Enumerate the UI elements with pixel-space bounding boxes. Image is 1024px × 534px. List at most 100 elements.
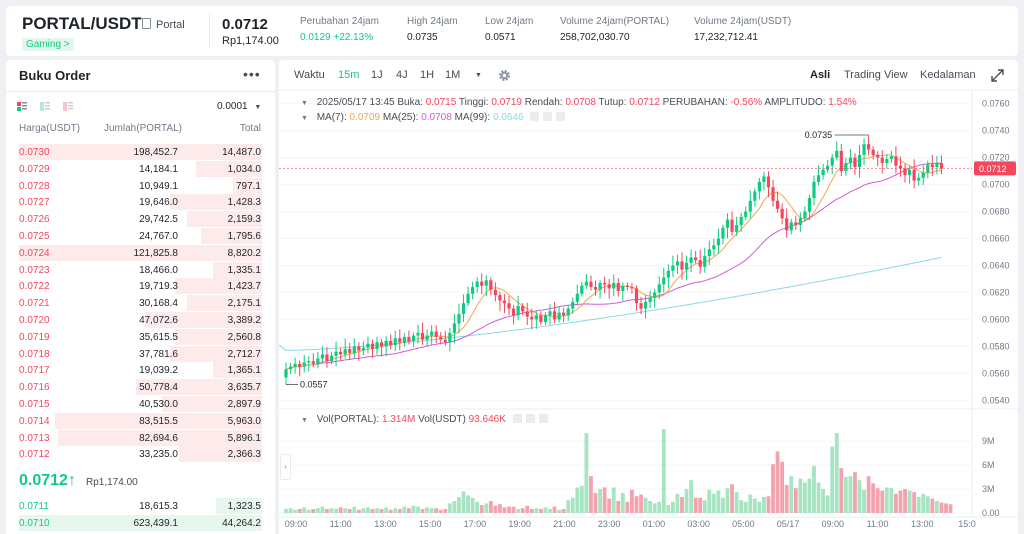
ask-row[interactable]: 0.0725 24,767.0 1,795.6	[6, 228, 275, 245]
ma7-value: 0.0709	[349, 112, 381, 123]
volume-bar	[748, 494, 753, 513]
volume-bar	[570, 497, 575, 513]
ask-row[interactable]: 0.0730 198,452.7 14,487.0	[6, 144, 275, 161]
candle-body	[502, 300, 507, 304]
open-label: Buka:	[397, 97, 423, 108]
candle-body	[675, 261, 680, 266]
more-intervals-icon[interactable]: ▼	[475, 72, 482, 79]
fullscreen-icon[interactable]	[991, 69, 1004, 82]
ask-row[interactable]: 0.0727 19,646.0 1,428.3	[6, 194, 275, 211]
tab-1h[interactable]: 1H	[420, 69, 435, 81]
candle-body	[648, 297, 652, 302]
volume-bar	[925, 496, 930, 513]
ask-row[interactable]: 0.0717 19,039.2 1,365.1	[6, 362, 275, 379]
volume-bar	[880, 490, 885, 513]
candle-body	[420, 332, 425, 340]
bid-row[interactable]: 0.0711 18,615.3 1,323.5	[6, 498, 275, 515]
high-value: 0.0719	[491, 97, 522, 108]
ask-row[interactable]: 0.0712 33,235.0 2,366.3	[6, 446, 275, 463]
ask-row[interactable]: 0.0723 18,466.0 1,335.1	[6, 261, 275, 279]
ask-row[interactable]: 0.0714 83,515.5 5,963.0	[6, 412, 275, 430]
candle-body	[375, 342, 379, 350]
tab-waktu[interactable]: Waktu	[294, 69, 325, 81]
tab-kedalaman[interactable]: Kedalaman	[920, 69, 976, 81]
bid-amount: 18,615.3	[139, 501, 178, 512]
volume-bar	[293, 509, 298, 513]
candle-body	[402, 336, 406, 343]
volume-bar	[939, 502, 944, 513]
ask-price: 0.0714	[19, 415, 50, 427]
ask-row[interactable]: 0.0713 82,694.6 5,896.1	[6, 429, 275, 447]
depth-bar	[179, 446, 262, 463]
volume-bar	[752, 498, 757, 513]
volume-bar	[853, 472, 857, 513]
ask-row[interactable]: 0.0720 47,072.6 3,389.2	[6, 312, 275, 329]
mid-price-rp: Rp1,174.00	[86, 477, 138, 488]
ask-row[interactable]: 0.0716 50,778.4 3,635.7	[6, 379, 275, 396]
depth-bar	[174, 328, 262, 345]
candle-body	[803, 211, 807, 219]
ask-price: 0.0717	[19, 365, 50, 377]
eye-icon[interactable]	[530, 112, 540, 121]
ask-row[interactable]: 0.0715 40,530.0 2,897.9	[6, 396, 275, 413]
settings-icon[interactable]	[525, 414, 535, 423]
volume-bar	[821, 489, 826, 513]
depth-bar	[57, 429, 262, 446]
view-both-icon[interactable]	[17, 102, 27, 111]
ask-row[interactable]: 0.0726 29,742.5 2,159.3	[6, 211, 275, 228]
volume-bar	[830, 446, 835, 513]
chart-canvas[interactable]: 0.0760 0.0740 0.0720 0.0700 0.0680 0.0660 0.06…	[279, 60, 1018, 534]
view-bids-icon[interactable]	[40, 102, 50, 111]
candle-body	[575, 293, 579, 302]
ask-row[interactable]: 0.0719 35,615.5 2,560.8	[6, 328, 275, 346]
close-icon[interactable]	[556, 112, 566, 121]
candle-body	[521, 305, 525, 312]
category-tag[interactable]: Gaming >	[22, 38, 74, 51]
tab-trading-view[interactable]: Trading View	[844, 69, 908, 81]
tick-size-select[interactable]: 0.0001 ▼	[217, 101, 261, 112]
volume-bar	[457, 497, 461, 513]
ask-row[interactable]: 0.0728 10,949.1 797.1	[6, 177, 275, 195]
pair-sub[interactable]: Portal	[142, 18, 185, 31]
tab-4j[interactable]: 4J	[396, 69, 408, 81]
settings-icon[interactable]	[543, 112, 553, 121]
expand-handle-icon[interactable]: ›	[280, 454, 291, 480]
candle-body	[607, 284, 611, 289]
header-divider	[209, 14, 210, 48]
collapse-icon[interactable]: ▼	[301, 417, 308, 424]
tab-15m[interactable]: 15m	[338, 69, 360, 81]
ask-row[interactable]: 0.0718 37,781.6 2,712.7	[6, 345, 275, 363]
bid-amount: 623,439.1	[133, 517, 179, 529]
ask-price: 0.0729	[19, 163, 50, 175]
volume-bar	[916, 497, 921, 513]
stat-label: Volume 24jam(PORTAL)	[560, 16, 670, 27]
ask-row[interactable]: 0.0729 14,184.1 1,034.0	[6, 160, 275, 178]
more-options-icon[interactable]: •••	[243, 66, 261, 82]
candle-body	[894, 156, 898, 166]
tab-asli[interactable]: Asli	[810, 69, 831, 81]
ask-amount: 37,781.6	[139, 348, 178, 360]
collapse-icon[interactable]: ▼	[301, 100, 308, 107]
candle-body	[384, 340, 388, 347]
candle-body	[857, 154, 862, 168]
candle-body	[744, 211, 748, 217]
ask-row[interactable]: 0.0722 19,719.3 1,423.7	[6, 278, 275, 295]
volume-bar	[452, 501, 457, 513]
ask-price: 0.0723	[19, 264, 50, 276]
candle-body	[634, 288, 639, 304]
tab-1m[interactable]: 1M	[445, 69, 461, 81]
ask-row[interactable]: 0.0721 30,168.4 2,175.1	[6, 295, 275, 312]
eye-icon[interactable]	[512, 414, 522, 423]
ask-row[interactable]: 0.0724 121,825.8 8,820.2	[6, 244, 275, 262]
settings-gear-icon[interactable]	[498, 69, 511, 82]
volume-bar	[734, 492, 739, 513]
bid-row[interactable]: 0.0710 623,439.1 44,264.2	[6, 514, 275, 532]
collapse-icon[interactable]: ▼	[301, 115, 308, 122]
candle-body	[716, 238, 721, 246]
candle-body	[416, 332, 420, 336]
close-icon[interactable]	[538, 414, 548, 423]
depth-bar	[174, 278, 262, 295]
view-asks-icon[interactable]	[63, 102, 73, 111]
volume-bar	[944, 503, 948, 513]
tab-1j[interactable]: 1J	[371, 69, 383, 81]
